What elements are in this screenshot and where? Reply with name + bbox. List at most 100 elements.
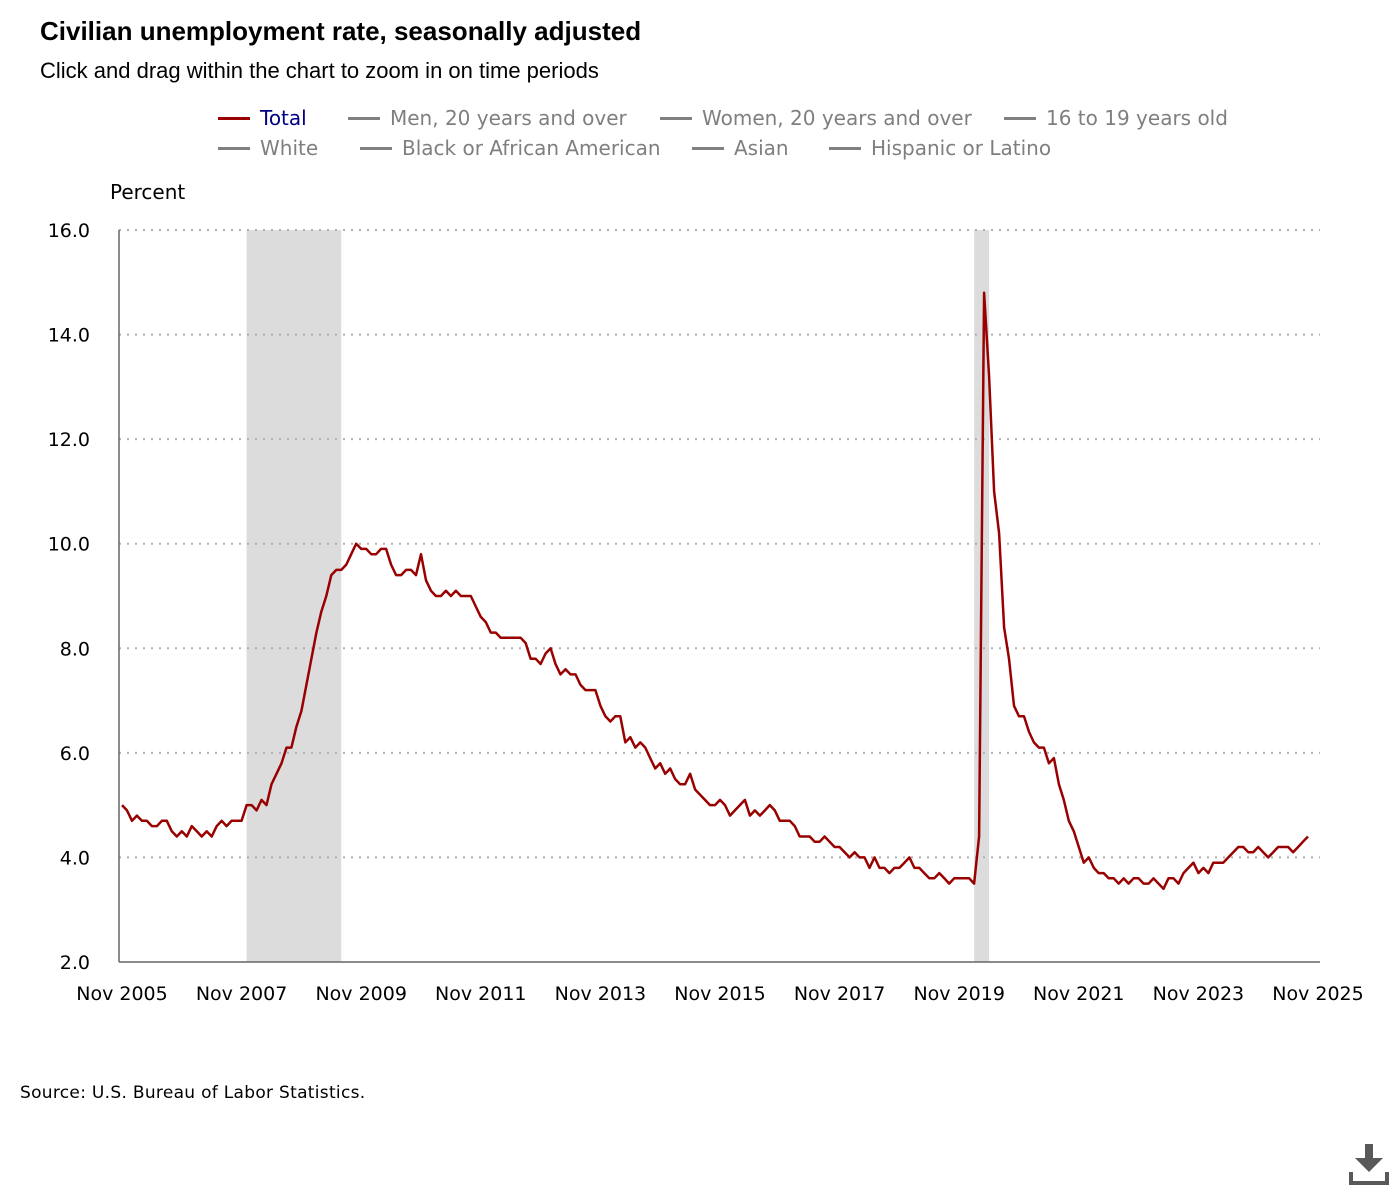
x-tick-label: Nov 2011 [435, 983, 526, 1005]
data-point [907, 855, 912, 860]
data-point [877, 865, 882, 870]
data-point [892, 865, 897, 870]
data-point [787, 818, 792, 823]
x-tick-label: Nov 2007 [196, 983, 287, 1005]
legend-label: Men, 20 years and over [390, 106, 627, 130]
data-point [1221, 860, 1226, 865]
data-point [777, 818, 782, 823]
data-point [583, 688, 588, 693]
data-point [144, 818, 149, 823]
data-point [1121, 876, 1126, 881]
data-point [882, 865, 887, 870]
data-point [1206, 871, 1211, 876]
data-point [1271, 850, 1276, 855]
data-point [433, 594, 438, 599]
y-axis-label: Percent [110, 180, 186, 204]
data-point [1101, 871, 1106, 876]
data-point [369, 552, 374, 557]
data-point [1151, 876, 1156, 881]
legend-item[interactable]: White [218, 136, 318, 160]
legend-item[interactable]: Black or African American [360, 136, 661, 160]
data-point [538, 661, 543, 666]
data-point [718, 797, 723, 802]
x-tick-label: Nov 2005 [76, 983, 167, 1005]
data-point [1076, 844, 1081, 849]
y-tick-label: 4.0 [60, 847, 90, 869]
data-point [837, 844, 842, 849]
data-point [633, 745, 638, 750]
legend-label: 16 to 19 years old [1046, 106, 1228, 130]
data-point [747, 813, 752, 818]
data-point [852, 850, 857, 855]
data-point [399, 573, 404, 578]
data-point [1231, 850, 1236, 855]
data-point [1086, 855, 1091, 860]
data-point [912, 865, 917, 870]
data-point [379, 546, 384, 551]
legend-item[interactable]: Asian [692, 136, 789, 160]
data-point [314, 630, 319, 635]
data-point [947, 881, 952, 886]
data-point [518, 635, 523, 640]
legend-item[interactable]: Hispanic or Latino [829, 136, 1051, 160]
data-point [438, 594, 443, 599]
data-point [1276, 844, 1281, 849]
data-point [174, 834, 179, 839]
data-point [922, 871, 927, 876]
legend-label: Women, 20 years and over [702, 106, 972, 130]
legend-swatch [348, 116, 380, 120]
legend-item[interactable]: Total [218, 106, 307, 130]
data-point [827, 839, 832, 844]
legend-swatch [660, 116, 692, 120]
legend-item[interactable]: Men, 20 years and over [348, 106, 627, 130]
data-point [578, 682, 583, 687]
data-point [932, 876, 937, 881]
data-point [673, 777, 678, 782]
data-point [1166, 876, 1171, 881]
data-point [638, 740, 643, 745]
legend-item[interactable]: Women, 20 years and over [660, 106, 972, 130]
data-point [862, 855, 867, 860]
data-point [1201, 865, 1206, 870]
data-point [872, 855, 877, 860]
data-point [1256, 844, 1261, 849]
data-point [737, 803, 742, 808]
data-point [663, 771, 668, 776]
data-point [1176, 881, 1181, 886]
data-point [1046, 761, 1051, 766]
download-icon [1349, 1144, 1389, 1185]
data-point [757, 813, 762, 818]
data-point [543, 651, 548, 656]
data-point [942, 876, 947, 881]
legend-label: Total [260, 106, 307, 130]
data-point [1286, 844, 1291, 849]
data-point [533, 656, 538, 661]
data-point [847, 855, 852, 860]
data-point [1181, 871, 1186, 876]
data-point [713, 803, 718, 808]
data-point [513, 635, 518, 640]
data-point [962, 876, 967, 881]
data-point [1026, 729, 1031, 734]
data-point [164, 818, 169, 823]
data-point [1211, 860, 1216, 865]
data-point [344, 562, 349, 567]
data-point [867, 865, 872, 870]
data-point [558, 672, 563, 677]
data-point [239, 818, 244, 823]
data-point [548, 646, 553, 651]
data-point [693, 787, 698, 792]
y-tick-label: 12.0 [48, 429, 90, 451]
legend-item[interactable]: 16 to 19 years old [1004, 106, 1228, 130]
data-point [254, 808, 259, 813]
data-point [1266, 855, 1271, 860]
data-point [409, 567, 414, 572]
data-point [483, 620, 488, 625]
data-point [349, 552, 354, 557]
data-point [812, 839, 817, 844]
chart-plot-area[interactable]: 2.0 4.0 6.0 8.0 10.0 12.0 14.0 16.0 Nov 2005 Nov … [0, 0, 1400, 1060]
data-point [523, 641, 528, 646]
data-point [419, 552, 424, 557]
download-button[interactable] [1348, 1142, 1390, 1186]
data-point [857, 855, 862, 860]
